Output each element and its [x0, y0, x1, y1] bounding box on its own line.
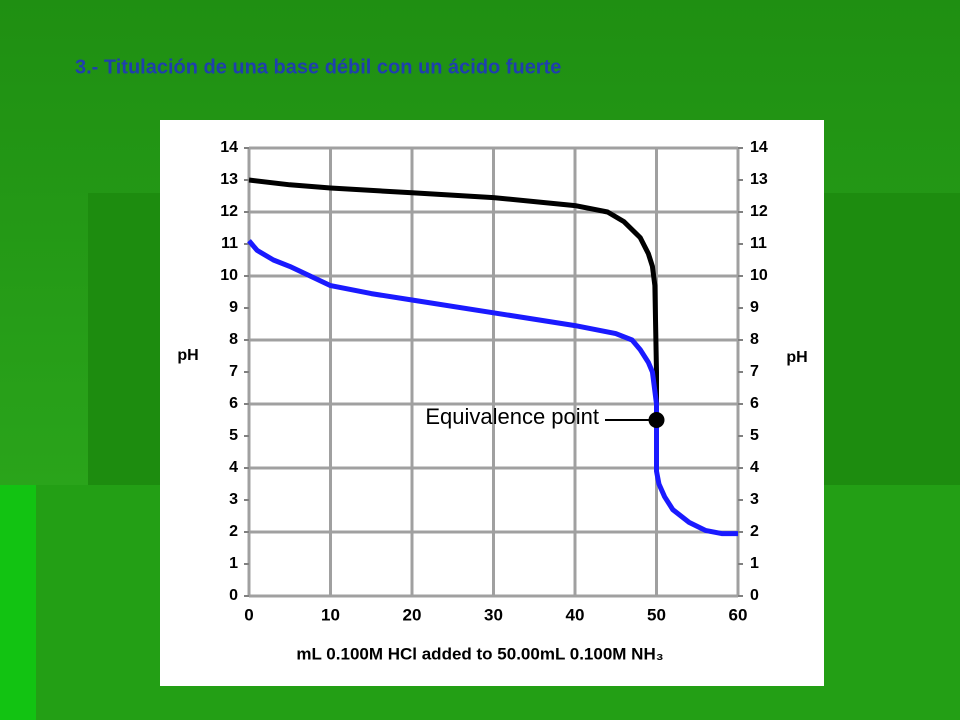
y-tick-label: 12: [220, 203, 238, 220]
x-axis-label: mL 0.100M HCl added to 50.00mL 0.100M NH…: [296, 644, 663, 663]
x-tick-label: 10: [321, 605, 340, 624]
y-tick-label: 9: [229, 299, 238, 316]
y-tick-label: 10: [220, 267, 238, 284]
y2-tick-label: 14: [750, 139, 768, 156]
annotation-label: Equivalence point: [425, 404, 599, 429]
y-tick-label: 14: [220, 139, 238, 156]
y2-tick-label: 1: [750, 555, 759, 572]
y2-tick-label: 6: [750, 395, 759, 412]
y-tick-label: 4: [229, 459, 238, 476]
y-tick-label: 6: [229, 395, 238, 412]
y-tick-label: 13: [220, 171, 238, 188]
y2-tick-label: 4: [750, 459, 759, 476]
y2-tick-label: 8: [750, 331, 759, 348]
y-tick-label: 7: [229, 363, 238, 380]
y2-tick-label: 9: [750, 299, 759, 316]
equivalence-point: [648, 412, 665, 428]
x-tick-label: 20: [403, 605, 422, 624]
y-tick-label: 3: [229, 491, 238, 508]
y2-axis-label: pH: [786, 349, 807, 366]
chart: 0 10 20 30 40 50 60012345678910111213140123456…: [177, 139, 807, 663]
y2-tick-label: 5: [750, 427, 759, 444]
y2-tick-label: 7: [750, 363, 759, 380]
slide-title: 3.- Titulación de una base débil con un …: [75, 56, 561, 78]
y2-tick-label: 13: [750, 171, 768, 188]
y2-tick-label: 0: [750, 587, 759, 604]
x-tick-label: 50: [647, 605, 666, 624]
y-tick-label: 5: [229, 427, 238, 444]
y2-tick-label: 11: [750, 235, 767, 252]
y-tick-label: 8: [229, 331, 238, 348]
y2-tick-label: 2: [750, 523, 759, 540]
y-axis-label: pH: [177, 347, 198, 364]
x-tick-label: 30: [484, 605, 503, 624]
y-tick-label: 1: [229, 555, 238, 572]
data-line: [248, 177, 659, 468]
x-tick-label: 0: [244, 605, 253, 624]
data-line: [247, 239, 738, 537]
y2-tick-label: 12: [750, 203, 768, 220]
y-tick-label: 11: [221, 235, 238, 252]
x-tick-label: 60: [729, 605, 748, 624]
y2-tick-label: 10: [750, 267, 768, 284]
y-tick-label: 2: [229, 523, 238, 540]
x-tick-label: 40: [566, 605, 585, 624]
y2-tick-label: 3: [750, 491, 759, 508]
y-tick-label: 0: [229, 587, 238, 604]
